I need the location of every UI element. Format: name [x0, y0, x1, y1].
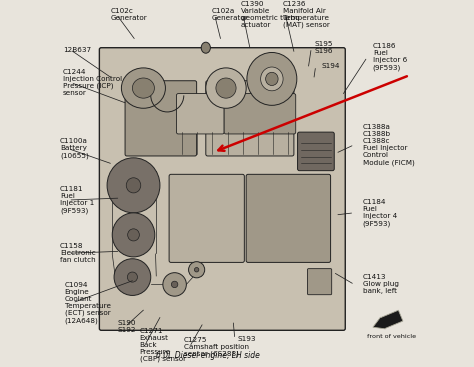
- Text: C1186
Fuel
Injector 6
(9F593): C1186 Fuel Injector 6 (9F593): [373, 43, 407, 70]
- Ellipse shape: [194, 268, 199, 272]
- Text: C1184
Fuel
Injector 4
(9F593): C1184 Fuel Injector 4 (9F593): [363, 199, 397, 226]
- FancyBboxPatch shape: [298, 132, 334, 171]
- FancyBboxPatch shape: [308, 269, 332, 295]
- Text: C102c
Generator: C102c Generator: [110, 8, 147, 21]
- Ellipse shape: [132, 78, 155, 98]
- Ellipse shape: [201, 42, 210, 53]
- Text: C1236
Manifold Air
Temperature
(MAT) sensor: C1236 Manifold Air Temperature (MAT) sen…: [283, 1, 330, 28]
- Ellipse shape: [112, 213, 155, 257]
- Text: C1094
Engine
Coolant
Temperature
(ECT) sensor
(12A648): C1094 Engine Coolant Temperature (ECT) s…: [64, 282, 110, 324]
- Text: front of vehicle: front of vehicle: [366, 334, 416, 339]
- FancyBboxPatch shape: [125, 81, 197, 156]
- Ellipse shape: [128, 229, 139, 241]
- Ellipse shape: [216, 78, 236, 98]
- FancyBboxPatch shape: [100, 48, 345, 330]
- FancyBboxPatch shape: [246, 174, 330, 262]
- Ellipse shape: [163, 273, 186, 296]
- Ellipse shape: [261, 67, 283, 91]
- Ellipse shape: [114, 259, 151, 295]
- Text: 12B637: 12B637: [63, 47, 91, 52]
- Text: C102a
Generator: C102a Generator: [211, 8, 248, 21]
- Text: C1181
Fuel
Injector 1
(9F593): C1181 Fuel Injector 1 (9F593): [60, 186, 94, 214]
- Text: C1100a
Battery
(10655): C1100a Battery (10655): [60, 138, 89, 159]
- Ellipse shape: [247, 52, 297, 105]
- FancyBboxPatch shape: [206, 81, 294, 156]
- Text: C1158
Electronic
fan clutch: C1158 Electronic fan clutch: [60, 243, 96, 263]
- Ellipse shape: [121, 68, 165, 108]
- Ellipse shape: [128, 272, 137, 282]
- Text: C1271
Exhaust
Back
Pressure
(CBP) sensor: C1271 Exhaust Back Pressure (CBP) sensor: [140, 328, 186, 362]
- FancyArrow shape: [373, 310, 403, 329]
- FancyBboxPatch shape: [169, 174, 244, 262]
- Text: 6.0L Diesel engine, LH side: 6.0L Diesel engine, LH side: [155, 351, 260, 360]
- Ellipse shape: [126, 178, 141, 193]
- Text: S193: S193: [237, 337, 255, 342]
- Text: S194: S194: [321, 63, 340, 69]
- Ellipse shape: [172, 281, 178, 288]
- FancyBboxPatch shape: [224, 94, 296, 134]
- Ellipse shape: [265, 72, 278, 86]
- Text: C1413
Glow plug
bank, left: C1413 Glow plug bank, left: [363, 275, 399, 294]
- Ellipse shape: [206, 68, 246, 108]
- Text: S190
S192: S190 S192: [118, 320, 136, 333]
- Text: C1390
Variable
geometric turbo
actuator: C1390 Variable geometric turbo actuator: [241, 1, 299, 28]
- Text: C1275
Camshaft position
sensor (6S288): C1275 Camshaft position sensor (6S288): [184, 337, 249, 357]
- Ellipse shape: [107, 158, 160, 213]
- Text: C1388a
C1388b
C1388c
Fuel Injector
Control
Module (FICM): C1388a C1388b C1388c Fuel Injector Contr…: [363, 124, 414, 166]
- Text: S195
S196: S195 S196: [314, 41, 333, 54]
- Text: C1244
Injection Control
Pressure (ICP)
sensor: C1244 Injection Control Pressure (ICP) s…: [63, 69, 122, 96]
- Ellipse shape: [189, 262, 205, 278]
- FancyBboxPatch shape: [176, 94, 224, 134]
